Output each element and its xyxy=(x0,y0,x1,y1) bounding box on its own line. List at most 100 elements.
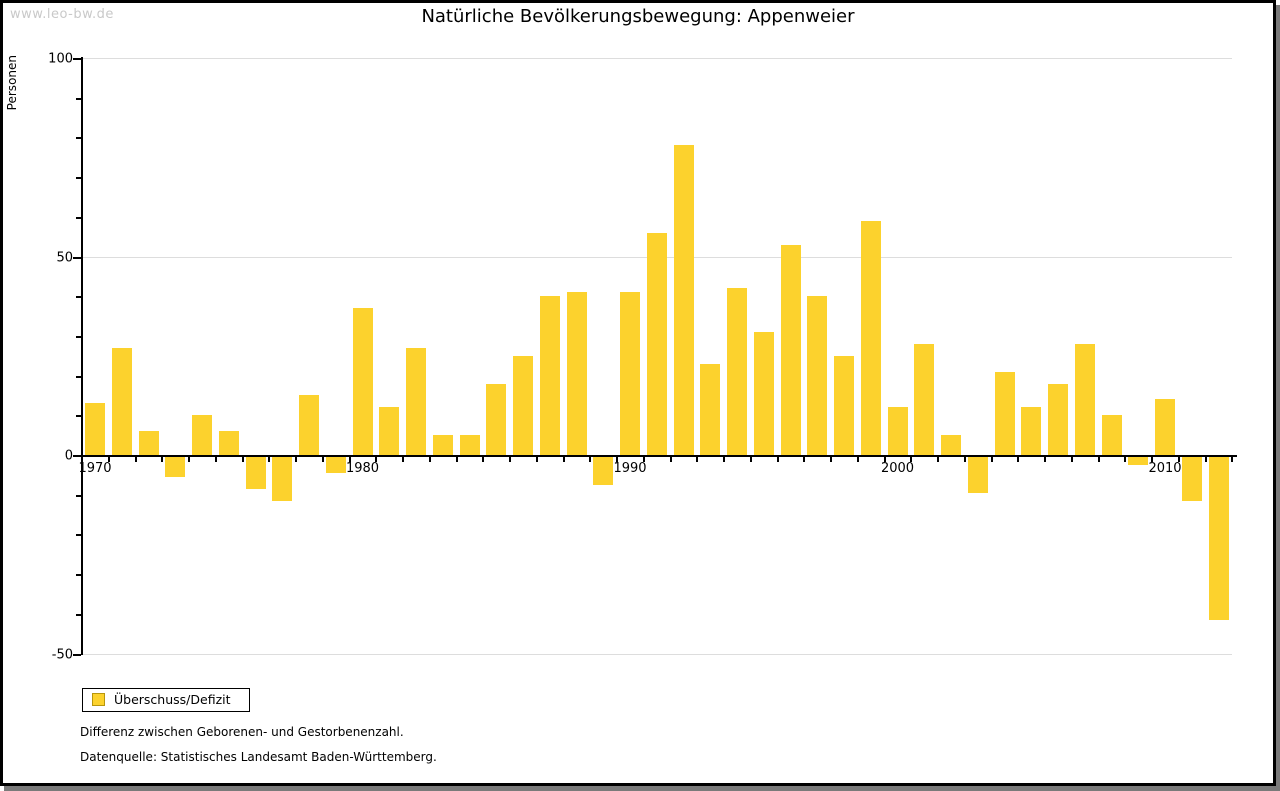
legend-swatch-icon xyxy=(92,693,105,706)
bar-1995 xyxy=(753,331,774,455)
x-tick xyxy=(1177,457,1180,462)
y-major-tick xyxy=(73,58,81,60)
x-tick xyxy=(107,457,110,462)
x-tick-label: 1980 xyxy=(345,461,380,476)
bar-1992 xyxy=(673,145,694,455)
bar-2000 xyxy=(887,407,908,455)
x-tick xyxy=(81,457,83,462)
bar-1997 xyxy=(807,296,828,455)
y-minor-tick xyxy=(76,137,81,140)
bar-1981 xyxy=(379,407,400,455)
bar-2007 xyxy=(1074,343,1095,455)
y-tick-label: -50 xyxy=(51,647,73,662)
y-minor-tick xyxy=(76,216,81,219)
bar-1978 xyxy=(299,395,319,455)
x-tick xyxy=(268,457,271,462)
y-axis-label: Personen xyxy=(5,55,19,111)
bar-1974 xyxy=(192,415,212,455)
y-tick-label: 50 xyxy=(56,250,73,265)
bar-1988 xyxy=(566,292,587,455)
bar-2005 xyxy=(1021,407,1042,455)
x-tick xyxy=(776,457,779,462)
x-tick xyxy=(803,457,806,462)
legend: Überschuss/Defizit xyxy=(82,688,250,712)
bar-1975 xyxy=(218,431,239,455)
y-minor-tick xyxy=(76,177,81,180)
bar-2010 xyxy=(1155,399,1175,455)
bar-1979 xyxy=(325,457,346,473)
x-tick xyxy=(188,457,190,462)
x-tick xyxy=(589,457,592,462)
note-datasource: Datenquelle: Statistisches Landesamt Bad… xyxy=(80,750,437,764)
bar-1970 xyxy=(85,403,105,455)
y-minor-tick xyxy=(76,494,81,497)
bar-1983 xyxy=(432,435,453,455)
bar-2012 xyxy=(1208,457,1229,620)
x-tick xyxy=(509,457,511,462)
bar-2002 xyxy=(941,435,961,455)
gridline xyxy=(81,653,1232,655)
bar-2008 xyxy=(1101,415,1122,455)
x-tick xyxy=(910,457,913,462)
y-tick-label: 100 xyxy=(48,51,73,67)
bar-1980 xyxy=(352,308,373,455)
x-tick-label: 1990 xyxy=(613,461,647,476)
y-major-tick xyxy=(73,455,81,457)
bar-1996 xyxy=(780,244,801,455)
bar-1989 xyxy=(593,457,614,485)
x-tick xyxy=(1204,457,1207,462)
y-minor-tick xyxy=(76,335,81,338)
x-tick xyxy=(1044,457,1046,462)
bar-1999 xyxy=(860,220,881,455)
x-tick xyxy=(562,457,565,462)
bar-1971 xyxy=(111,347,132,455)
x-tick xyxy=(295,457,297,462)
x-tick xyxy=(535,457,538,462)
bar-2009 xyxy=(1128,457,1149,465)
x-tick xyxy=(830,457,832,462)
y-major-tick xyxy=(73,653,81,656)
x-tick xyxy=(161,457,164,462)
x-tick xyxy=(1124,457,1127,462)
bar-2003 xyxy=(967,457,988,493)
bar-1982 xyxy=(406,347,426,455)
note-difference: Differenz zwischen Geborenen- und Gestor… xyxy=(80,725,404,739)
x-tick xyxy=(1070,457,1073,462)
bar-2006 xyxy=(1048,383,1068,455)
bar-1977 xyxy=(272,457,293,501)
x-tick xyxy=(1017,457,1020,462)
bar-1976 xyxy=(245,457,266,489)
bar-1984 xyxy=(459,435,480,455)
x-tick xyxy=(723,457,725,462)
x-tick xyxy=(455,457,458,462)
y-minor-tick xyxy=(76,97,81,100)
x-tick xyxy=(1151,457,1153,462)
bar-1973 xyxy=(165,457,186,477)
x-tick xyxy=(616,457,618,462)
x-tick xyxy=(482,457,485,462)
y-axis-line xyxy=(81,57,83,655)
x-tick xyxy=(321,457,324,462)
bar-1986 xyxy=(513,355,533,456)
x-axis-line xyxy=(81,455,1237,457)
bar-1990 xyxy=(620,292,640,455)
y-minor-tick xyxy=(76,296,81,299)
x-tick-label: 2010 xyxy=(1148,461,1182,476)
bar-1993 xyxy=(700,363,721,455)
bar-1991 xyxy=(646,232,667,455)
x-tick-label: 1970 xyxy=(78,461,112,476)
x-tick xyxy=(375,457,378,462)
y-tick-label: 0 xyxy=(64,448,73,464)
x-tick xyxy=(348,457,351,462)
bar-1985 xyxy=(486,383,507,455)
watermark: www.leo-bw.de xyxy=(10,7,114,22)
bar-1998 xyxy=(834,355,854,456)
y-major-tick xyxy=(73,256,81,259)
y-minor-tick xyxy=(76,534,81,537)
x-tick xyxy=(1097,457,1100,462)
x-tick xyxy=(642,457,645,462)
x-tick xyxy=(214,457,217,462)
bar-1994 xyxy=(727,288,747,455)
x-tick xyxy=(669,457,672,462)
